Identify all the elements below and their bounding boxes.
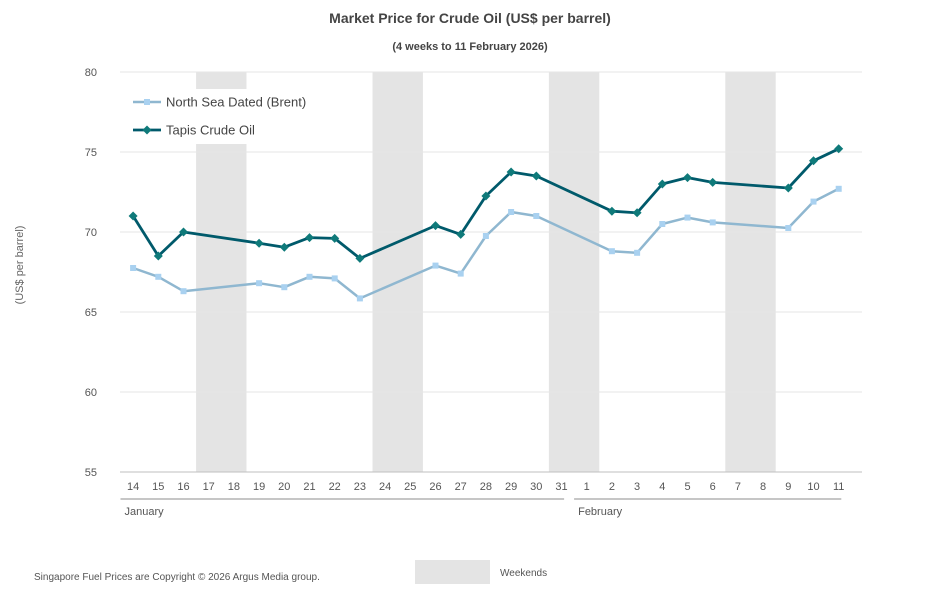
data-point <box>331 275 338 282</box>
data-point <box>180 288 187 295</box>
data-point <box>659 221 666 227</box>
weekend-legend-swatch <box>415 560 490 584</box>
x-tick-label: 14 <box>127 481 139 493</box>
data-point <box>432 262 439 269</box>
data-point <box>531 171 541 181</box>
data-point <box>431 221 440 231</box>
data-point <box>305 233 314 243</box>
x-tick-label: 9 <box>785 481 791 493</box>
y-tick-label: 60 <box>85 387 97 399</box>
y-tick-label: 70 <box>85 227 97 239</box>
x-tick-label: 4 <box>659 481 665 493</box>
x-tick-label: 24 <box>379 481 391 493</box>
data-point <box>684 214 691 221</box>
y-tick-label: 55 <box>85 467 97 479</box>
x-tick-label: 21 <box>303 481 315 493</box>
data-point <box>153 251 163 261</box>
x-tick-label: 8 <box>760 481 766 493</box>
x-tick-label: 18 <box>228 481 240 493</box>
weekend-band <box>196 72 247 89</box>
x-tick-label: 25 <box>404 481 416 493</box>
month-label: February <box>578 506 623 518</box>
x-tick-label: 27 <box>455 481 467 493</box>
data-point <box>834 144 844 154</box>
x-tick-label: 16 <box>177 481 189 493</box>
x-tick-label: 7 <box>735 481 741 493</box>
data-point <box>130 265 137 271</box>
data-point <box>481 191 491 201</box>
weekend-band <box>196 144 247 472</box>
data-point <box>632 208 642 218</box>
data-point <box>634 249 641 256</box>
data-point <box>330 233 340 243</box>
data-point <box>355 253 365 263</box>
x-tick-label: 22 <box>329 481 341 493</box>
data-point <box>708 177 718 187</box>
data-point <box>683 173 692 183</box>
data-point <box>155 273 162 280</box>
x-tick-label: 31 <box>555 481 567 493</box>
x-tick-label: 10 <box>807 481 819 493</box>
x-tick-label: 28 <box>480 481 492 493</box>
x-tick-label: 26 <box>429 481 441 493</box>
x-tick-label: 2 <box>609 481 615 493</box>
data-point <box>809 156 818 166</box>
data-point <box>508 209 515 215</box>
data-point <box>128 211 138 221</box>
legend-marker <box>144 99 150 105</box>
x-tick-label: 19 <box>253 481 265 493</box>
data-point <box>533 213 540 219</box>
x-tick-label: 15 <box>152 481 164 493</box>
copyright-notice: Singapore Fuel Prices are Copyright © 20… <box>34 572 320 583</box>
x-tick-label: 3 <box>634 481 640 493</box>
x-tick-label: 29 <box>505 481 517 493</box>
legend-label: Tapis Crude Oil <box>166 123 255 138</box>
data-point <box>356 295 363 302</box>
x-tick-label: 11 <box>833 481 844 493</box>
data-point <box>281 284 288 291</box>
chart-title: Market Price for Crude Oil (US$ per barr… <box>329 10 611 26</box>
data-point <box>506 167 516 177</box>
x-tick-label: 23 <box>354 481 366 493</box>
data-point <box>709 219 716 226</box>
data-point <box>783 183 793 193</box>
data-point <box>785 225 792 231</box>
x-tick-label: 20 <box>278 481 290 493</box>
data-point <box>657 179 667 189</box>
weekend-band <box>548 72 600 472</box>
data-point <box>835 185 842 192</box>
x-tick-label: 1 <box>584 481 590 493</box>
weekend-legend-label: Weekends <box>500 568 548 579</box>
data-point <box>254 238 264 248</box>
legend-label: North Sea Dated (Brent) <box>166 95 306 110</box>
data-point <box>456 229 466 239</box>
data-point <box>482 233 489 239</box>
x-tick-label: 6 <box>710 481 716 493</box>
weekend-band <box>725 72 776 472</box>
data-point <box>810 198 817 205</box>
data-point <box>179 227 188 237</box>
data-point <box>608 248 615 255</box>
weekend-band <box>372 72 423 472</box>
y-tick-label: 65 <box>85 307 97 319</box>
x-tick-label: 30 <box>530 481 542 493</box>
data-point <box>607 206 617 216</box>
data-point <box>306 273 313 280</box>
x-tick-label: 17 <box>203 481 215 493</box>
y-tick-label: 80 <box>85 67 97 79</box>
y-tick-label: 75 <box>85 147 97 159</box>
data-point <box>279 242 289 252</box>
x-tick-label: 5 <box>684 481 690 493</box>
month-label: January <box>125 506 165 518</box>
legend-marker <box>142 125 152 135</box>
chart-subtitle: (4 weeks to 11 February 2026) <box>392 41 548 53</box>
data-point <box>256 280 263 287</box>
data-point <box>457 270 464 277</box>
